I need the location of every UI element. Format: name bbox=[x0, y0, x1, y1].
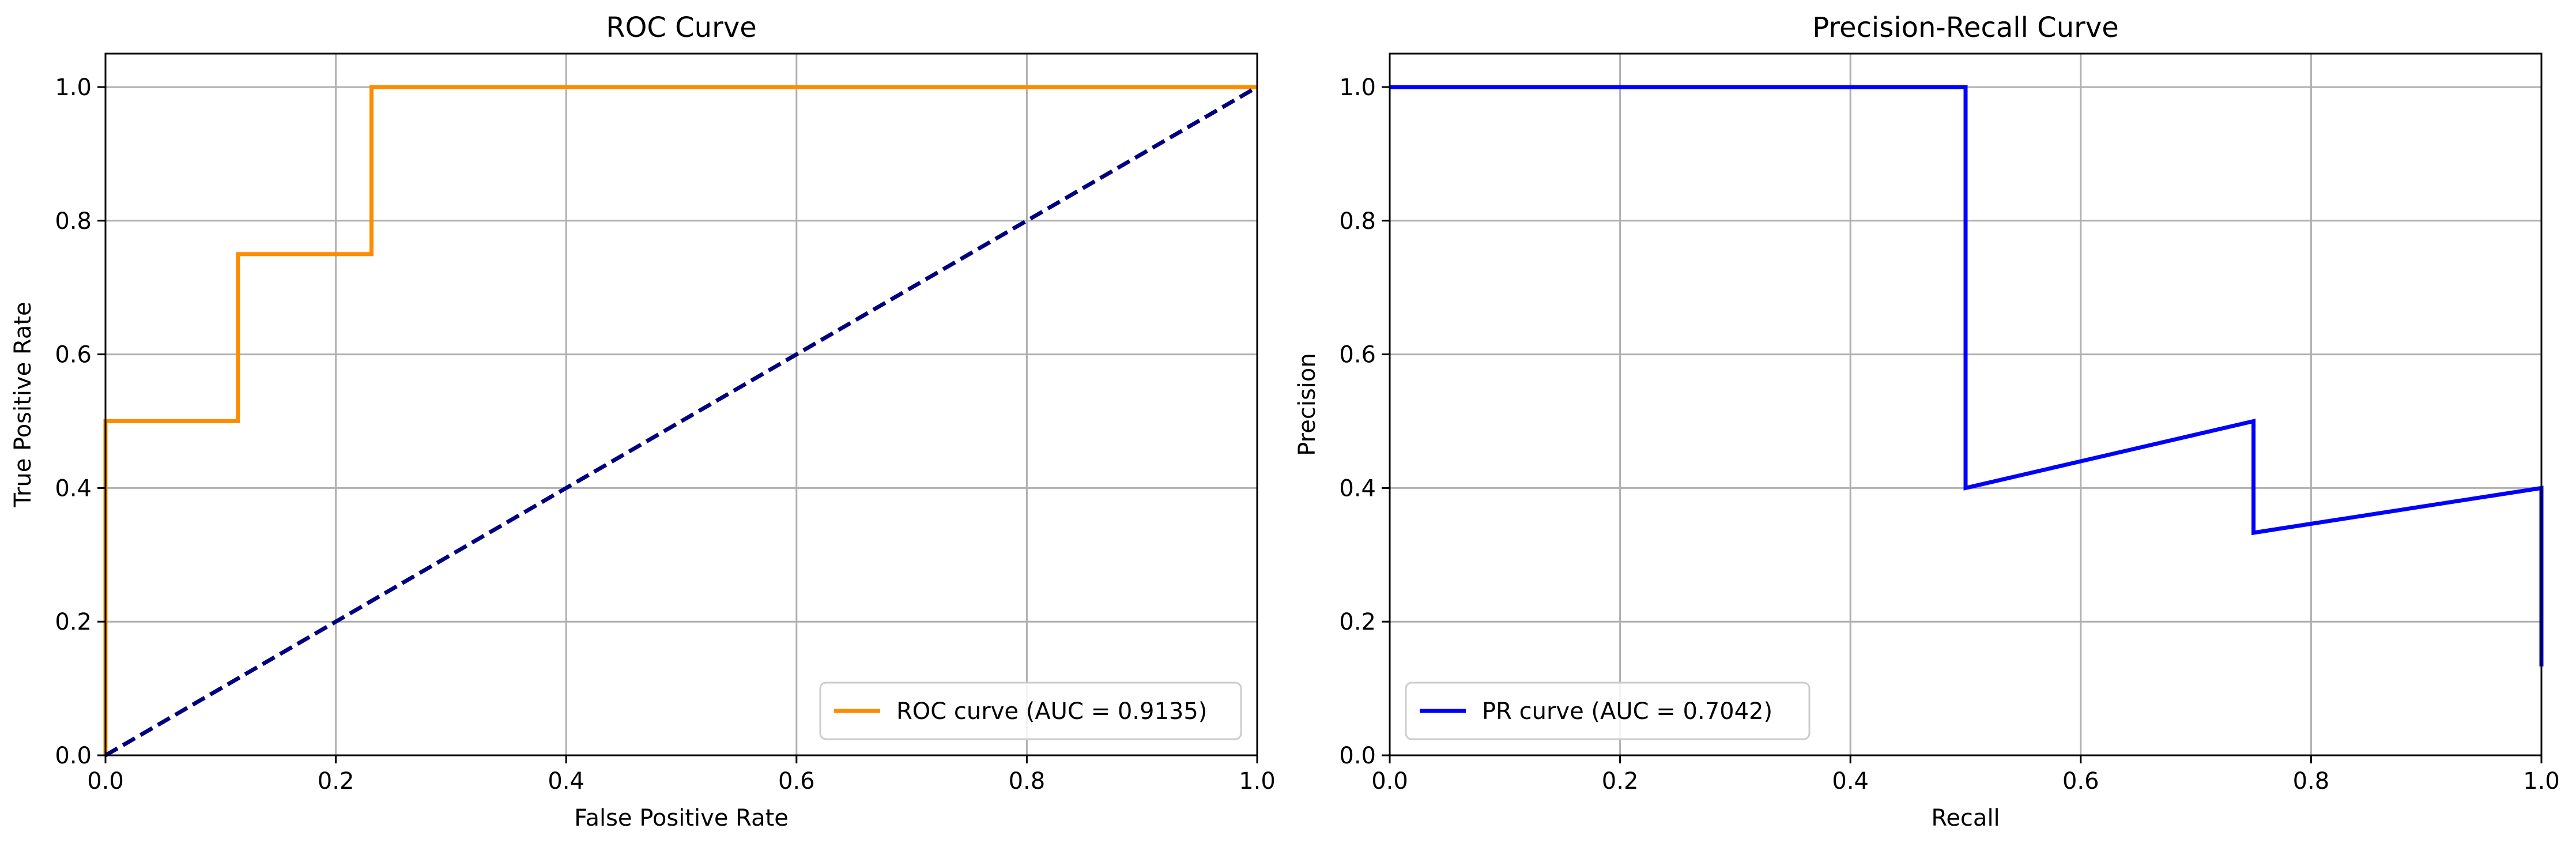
x-tick-label: 1.0 bbox=[1239, 768, 1276, 795]
legend: PR curve (AUC = 0.7042) bbox=[1405, 682, 1811, 740]
legend-box bbox=[819, 682, 1242, 740]
chart-panel-1: 0.0 0.2 0.4 0.6 0.8 1.0 0.0 0.2 0.4 0.6 0.8 1.0 ROC … bbox=[10, 12, 1276, 831]
y-tick-label: 0.4 bbox=[1339, 475, 1376, 502]
legend-box bbox=[1405, 682, 1811, 740]
y-tick-label: 0.6 bbox=[1339, 342, 1376, 368]
x-tick-label: 0.8 bbox=[1009, 768, 1046, 795]
y-tick-label: 0.8 bbox=[1339, 208, 1376, 235]
plot-area bbox=[105, 54, 1257, 755]
y-tick-label: 0.4 bbox=[55, 475, 92, 502]
y-tick-label: 0.0 bbox=[55, 743, 92, 769]
chart-title: Precision-Recall Curve bbox=[1812, 12, 2119, 44]
y-tick-label: 0.6 bbox=[55, 342, 92, 368]
x-tick-label: 0.2 bbox=[318, 768, 354, 795]
axes-frame bbox=[1389, 52, 2543, 756]
x-tick-label: 0.6 bbox=[2062, 768, 2099, 795]
x-axis-label: Recall bbox=[1931, 805, 2000, 831]
y-tick-label: 1.0 bbox=[55, 74, 92, 101]
y-tick-label: 0.2 bbox=[1339, 609, 1376, 635]
x-tick-label: 0.8 bbox=[2293, 768, 2330, 795]
chart-panel-2: 0.0 0.2 0.4 0.6 0.8 1.0 0.0 0.2 0.4 0.6 0.8 1.0 Prec… bbox=[1294, 12, 2560, 831]
x-tick-label: 0.4 bbox=[1832, 768, 1869, 795]
y-tick-label: 0.8 bbox=[55, 208, 92, 235]
x-axis-label: False Positive Rate bbox=[574, 805, 789, 831]
legend: ROC curve (AUC = 0.9135) bbox=[819, 682, 1242, 740]
chart-title: ROC Curve bbox=[606, 12, 757, 44]
x-tick-label: 0.0 bbox=[1371, 768, 1408, 795]
axes-frame bbox=[104, 52, 1258, 756]
y-tick-label: 0.2 bbox=[55, 609, 92, 635]
x-tick-label: 0.0 bbox=[87, 768, 124, 795]
x-tick-label: 0.6 bbox=[778, 768, 815, 795]
y-axis-label: True Positive Rate bbox=[10, 302, 36, 507]
legend-label: ROC curve (AUC = 0.9135) bbox=[896, 698, 1207, 725]
legend-label: PR curve (AUC = 0.7042) bbox=[1482, 698, 1772, 725]
y-tick-label: 0.0 bbox=[1339, 743, 1376, 769]
x-tick-label: 0.4 bbox=[548, 768, 584, 795]
x-tick-label: 0.2 bbox=[1602, 768, 1639, 795]
x-tick-label: 1.0 bbox=[2523, 768, 2560, 795]
y-axis-label: Precision bbox=[1294, 353, 1321, 456]
y-tick-label: 1.0 bbox=[1339, 74, 1376, 101]
